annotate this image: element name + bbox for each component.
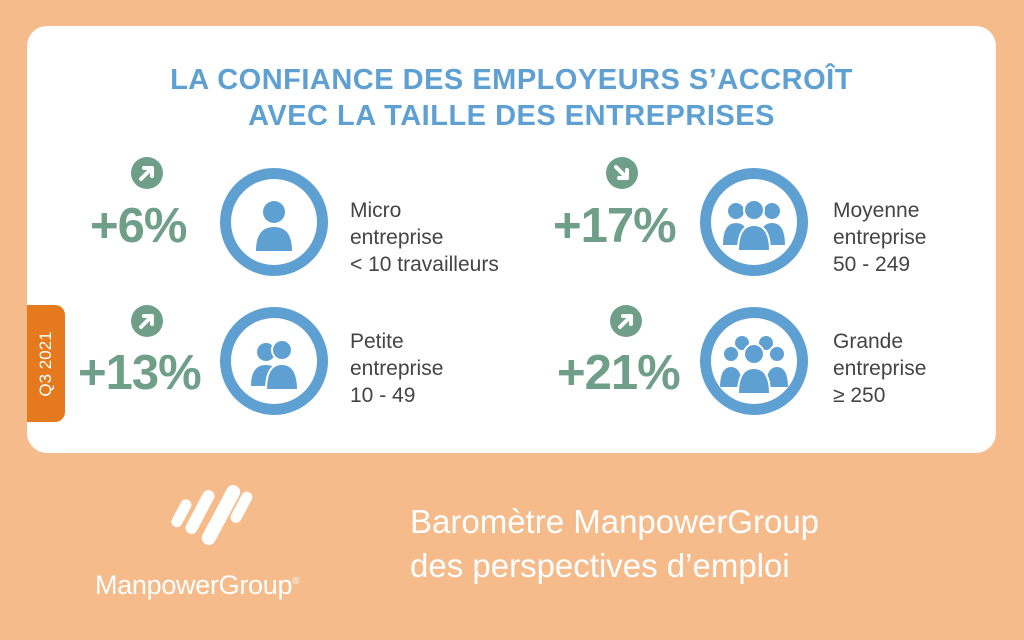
headline: LA CONFIANCE DES EMPLOYEURS S’ACCROÎT AV… — [27, 62, 996, 134]
segment-range: 10 - 49 — [350, 384, 416, 407]
arrow-up-right-icon — [131, 157, 163, 189]
segment-description: Petite entreprise 10 - 49 — [350, 328, 443, 409]
brand-wordmark: ManpowerGroup® — [95, 570, 300, 601]
brand-name: ManpowerGroup — [95, 570, 293, 600]
percent-value: +17% — [553, 199, 677, 253]
period-tab: Q3 2021 — [27, 305, 65, 422]
manpowergroup-logo-icon — [160, 480, 260, 560]
period-label: Q3 2021 — [36, 330, 55, 397]
segment-name: Grande — [833, 330, 904, 353]
tagline-line-2: des perspectives d’emploi — [410, 547, 790, 584]
segment-name: Petite — [350, 330, 404, 353]
segment-range: < 10 travailleurs — [350, 253, 499, 276]
arrow-up-right-icon — [131, 305, 163, 337]
headline-line-1: LA CONFIANCE DES EMPLOYEURS S’ACCROÎT — [170, 64, 853, 96]
two-persons-icon — [220, 307, 328, 415]
segment-range: ≥ 250 — [833, 384, 886, 407]
segment-name: Moyenne — [833, 199, 920, 222]
arrow-down-right-icon — [606, 157, 638, 189]
headline-line-2: AVEC LA TAILLE DES ENTREPRISES — [248, 100, 775, 132]
segment-type: entreprise — [350, 357, 444, 380]
segment-type: entreprise — [833, 226, 927, 249]
segment-range: 50 - 249 — [833, 253, 911, 276]
segment-description: Moyenne entreprise 50 - 249 — [833, 197, 926, 278]
group-of-three-icon — [700, 168, 808, 276]
arrow-up-right-icon — [610, 305, 642, 337]
percent-value: +21% — [557, 346, 681, 400]
segment-type: entreprise — [350, 226, 444, 249]
registered-mark: ® — [292, 576, 300, 587]
tagline-line-1: Baromètre ManpowerGroup — [410, 503, 820, 540]
group-of-four-icon — [700, 307, 808, 415]
info-card: LA CONFIANCE DES EMPLOYEURS S’ACCROÎT AV… — [27, 26, 996, 453]
single-person-icon — [220, 168, 328, 276]
tagline: Baromètre ManpowerGroup des perspectives… — [410, 500, 819, 588]
segment-name: Micro — [350, 199, 402, 222]
segment-description: Micro entreprise < 10 travailleurs — [350, 197, 499, 278]
percent-value: +6% — [90, 199, 187, 253]
segment-description: Grande entreprise ≥ 250 — [833, 328, 926, 409]
percent-value: +13% — [78, 346, 202, 400]
segment-type: entreprise — [833, 357, 927, 380]
